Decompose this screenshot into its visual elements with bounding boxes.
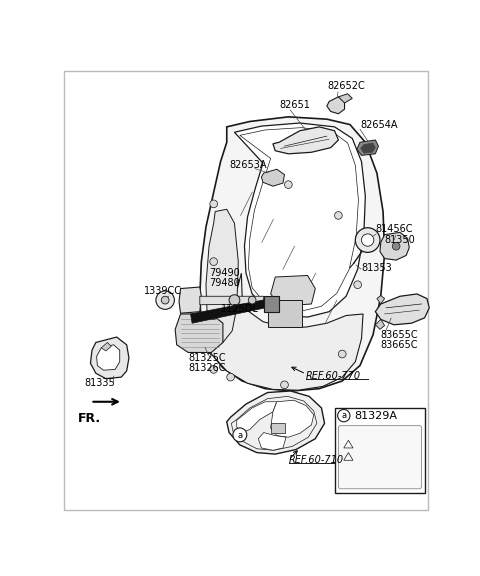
Polygon shape bbox=[377, 295, 384, 304]
FancyBboxPatch shape bbox=[267, 300, 302, 327]
Polygon shape bbox=[271, 275, 315, 306]
Circle shape bbox=[338, 350, 346, 358]
Text: 81326C: 81326C bbox=[188, 363, 226, 373]
Text: 81329A: 81329A bbox=[355, 411, 397, 420]
Text: 81350: 81350 bbox=[384, 235, 415, 245]
Polygon shape bbox=[375, 319, 384, 329]
Polygon shape bbox=[361, 143, 375, 153]
FancyBboxPatch shape bbox=[271, 423, 285, 433]
Polygon shape bbox=[273, 127, 338, 154]
Circle shape bbox=[210, 200, 217, 208]
Text: 81353: 81353 bbox=[361, 263, 392, 273]
Polygon shape bbox=[327, 97, 345, 114]
Polygon shape bbox=[258, 433, 286, 450]
Text: 79480: 79480 bbox=[209, 278, 240, 288]
Text: 81325C: 81325C bbox=[188, 353, 226, 363]
Text: 82653A: 82653A bbox=[229, 160, 266, 170]
Polygon shape bbox=[101, 343, 111, 351]
Polygon shape bbox=[175, 314, 223, 353]
Polygon shape bbox=[206, 209, 238, 343]
Circle shape bbox=[337, 410, 350, 422]
Polygon shape bbox=[234, 123, 365, 317]
Text: 82652C: 82652C bbox=[328, 81, 365, 91]
Polygon shape bbox=[380, 232, 409, 260]
Circle shape bbox=[281, 381, 288, 389]
Text: 81456C: 81456C bbox=[375, 224, 413, 234]
Polygon shape bbox=[191, 298, 273, 323]
Text: REF.60-770: REF.60-770 bbox=[306, 370, 361, 381]
Polygon shape bbox=[227, 391, 324, 454]
Polygon shape bbox=[338, 94, 352, 103]
Text: 83655C: 83655C bbox=[381, 330, 419, 340]
Circle shape bbox=[210, 258, 217, 266]
Polygon shape bbox=[262, 169, 285, 186]
Text: 1339CC: 1339CC bbox=[144, 286, 182, 296]
Text: 83665C: 83665C bbox=[381, 340, 418, 350]
FancyBboxPatch shape bbox=[338, 426, 421, 489]
Polygon shape bbox=[237, 402, 277, 433]
Polygon shape bbox=[179, 287, 201, 313]
Polygon shape bbox=[96, 345, 120, 370]
Circle shape bbox=[210, 312, 217, 319]
Circle shape bbox=[248, 296, 256, 304]
Polygon shape bbox=[357, 140, 378, 156]
Circle shape bbox=[229, 295, 240, 305]
Text: 1125DL: 1125DL bbox=[221, 304, 259, 314]
Text: FR.: FR. bbox=[78, 412, 101, 425]
Circle shape bbox=[355, 228, 380, 252]
Circle shape bbox=[227, 373, 234, 381]
Circle shape bbox=[161, 296, 169, 304]
Text: REF.60-710: REF.60-710 bbox=[289, 455, 344, 465]
Text: 82651: 82651 bbox=[279, 100, 310, 111]
Text: a: a bbox=[341, 411, 347, 420]
Text: a: a bbox=[237, 431, 242, 440]
FancyBboxPatch shape bbox=[264, 296, 279, 312]
Circle shape bbox=[210, 366, 217, 373]
Polygon shape bbox=[90, 337, 129, 378]
Text: 81335: 81335 bbox=[84, 378, 115, 388]
FancyBboxPatch shape bbox=[335, 408, 425, 492]
Text: 82654A: 82654A bbox=[360, 120, 397, 130]
Circle shape bbox=[233, 428, 247, 442]
Circle shape bbox=[285, 181, 292, 188]
Polygon shape bbox=[202, 273, 363, 390]
Polygon shape bbox=[271, 400, 314, 437]
Polygon shape bbox=[375, 294, 429, 325]
Text: 79490: 79490 bbox=[209, 268, 240, 278]
Circle shape bbox=[335, 211, 342, 219]
Circle shape bbox=[156, 291, 174, 309]
Polygon shape bbox=[200, 296, 264, 305]
Circle shape bbox=[361, 234, 374, 246]
Polygon shape bbox=[200, 117, 384, 391]
Circle shape bbox=[354, 281, 361, 289]
Circle shape bbox=[392, 242, 400, 250]
